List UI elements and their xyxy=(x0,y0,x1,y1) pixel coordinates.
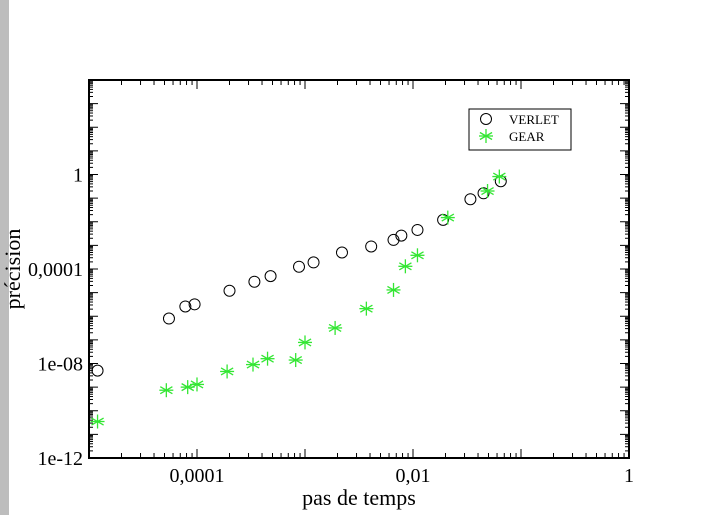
data-point xyxy=(264,270,277,283)
data-point xyxy=(398,259,413,274)
data-marks xyxy=(90,169,507,429)
y-axis-label: précision xyxy=(0,229,25,310)
x-tick-label: 0,01 xyxy=(396,465,431,487)
data-point xyxy=(288,353,303,368)
legend-verlet-marker xyxy=(480,113,492,125)
data-point xyxy=(248,275,261,288)
data-point xyxy=(91,364,104,377)
data-point xyxy=(387,233,400,246)
window-edge-strip xyxy=(0,0,9,515)
x-tick-label: 1 xyxy=(624,465,634,487)
x-tick-label: 0,0001 xyxy=(170,465,225,487)
data-point xyxy=(245,357,260,372)
legend-gear-label: GEAR xyxy=(509,129,545,144)
data-point xyxy=(359,301,374,316)
data-point xyxy=(440,210,455,225)
data-point xyxy=(260,351,275,366)
y-tick-label: 1e-08 xyxy=(37,354,83,376)
data-point xyxy=(188,298,201,311)
data-point xyxy=(464,193,477,206)
data-point xyxy=(223,284,236,297)
x-axis-label: pas de temps xyxy=(302,485,416,510)
data-point xyxy=(220,364,235,379)
data-point xyxy=(190,377,204,392)
data-point xyxy=(90,414,105,429)
data-point xyxy=(293,260,306,273)
data-point xyxy=(162,312,175,325)
data-point xyxy=(480,184,495,199)
y-tick-label: 0,0001 xyxy=(28,259,83,281)
legend: VERLET GEAR xyxy=(468,108,572,151)
data-point xyxy=(328,320,343,335)
data-point xyxy=(395,229,408,242)
data-point xyxy=(411,223,424,236)
y-axis: 1e-12 1e-08 0,0001 1 xyxy=(28,80,629,470)
data-point xyxy=(492,169,507,184)
data-point xyxy=(298,335,312,350)
legend-asterisk xyxy=(479,129,493,143)
legend-gear-marker xyxy=(479,129,493,143)
x-axis: 0,0001 0,01 1 xyxy=(88,80,634,487)
data-point xyxy=(179,300,192,313)
data-point xyxy=(159,383,174,398)
y-tick-label: 1e-12 xyxy=(37,448,83,470)
data-point xyxy=(307,256,320,269)
data-point xyxy=(365,240,378,253)
series-gear xyxy=(90,169,507,429)
data-point xyxy=(477,187,490,200)
data-point xyxy=(386,282,401,297)
data-point xyxy=(410,248,425,263)
y-tick-label: 1 xyxy=(73,165,83,187)
data-point xyxy=(335,246,348,259)
legend-verlet-label: VERLET xyxy=(509,112,559,127)
